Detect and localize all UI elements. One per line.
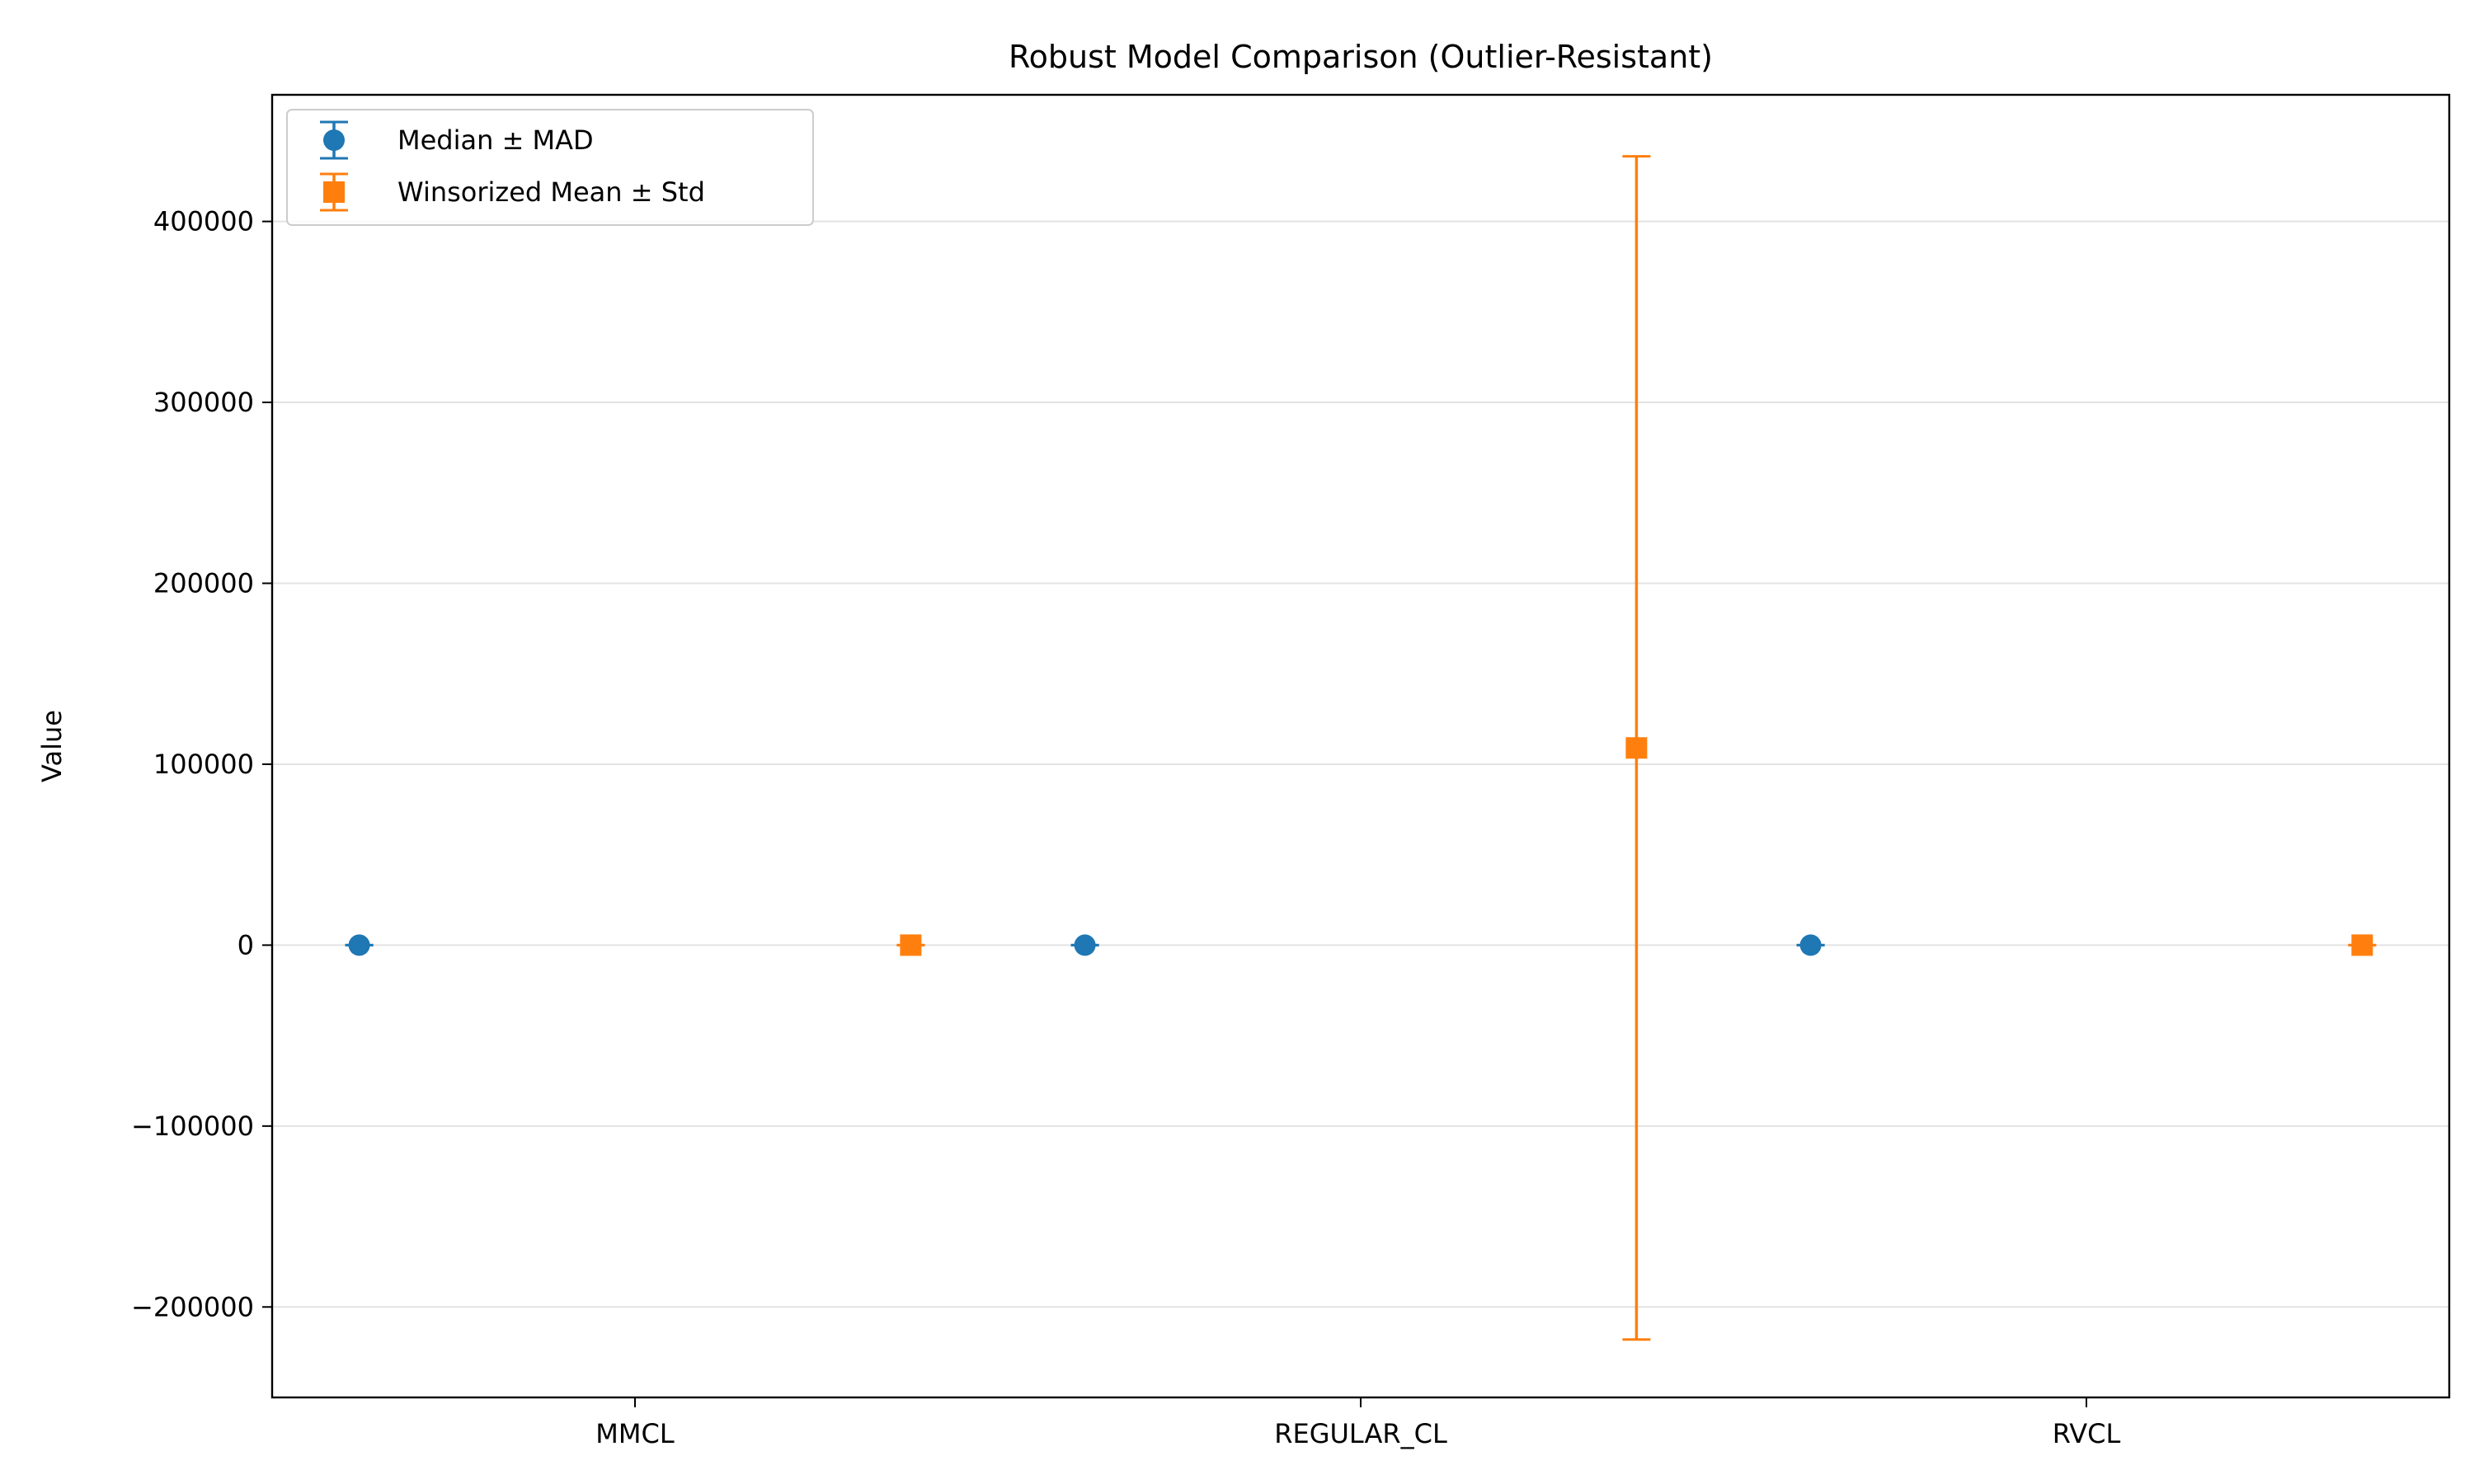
y-tick-label: 0 bbox=[238, 929, 254, 960]
x-tick-label: REGULAR_CL bbox=[1274, 1418, 1447, 1449]
grid-lines bbox=[272, 220, 2449, 1308]
data-point-square bbox=[900, 934, 922, 956]
legend-entries: Median ± MAD Winsorized Mean ± Std bbox=[320, 120, 705, 212]
y-tick-label: 300000 bbox=[153, 387, 254, 418]
legend: Median ± MAD Winsorized Mean ± Std bbox=[286, 109, 814, 226]
data-point-circle bbox=[1074, 934, 1096, 956]
x-tick-label: RVCL bbox=[2053, 1418, 2121, 1449]
legend-label: Winsorized Mean ± Std bbox=[397, 176, 705, 208]
data-point-circle bbox=[1799, 934, 1822, 956]
y-tick-label: −100000 bbox=[131, 1111, 254, 1142]
y-tick-label: 100000 bbox=[153, 749, 254, 780]
legend-marker bbox=[323, 181, 345, 203]
y-tick-label: 400000 bbox=[153, 206, 254, 237]
y-axis-label: Value bbox=[36, 710, 68, 782]
x-tick-label: MMCL bbox=[595, 1418, 675, 1449]
axis-ticks: −200000 −100000 0 100000 200000 300000 400000 M… bbox=[131, 206, 2120, 1449]
data-point-square bbox=[1625, 737, 1648, 759]
chart-title: Robust Model Comparison (Outlier-Resista… bbox=[1009, 39, 1713, 75]
data-marks bbox=[345, 155, 2377, 1341]
legend-marker bbox=[323, 129, 345, 151]
y-tick-label: 200000 bbox=[153, 568, 254, 599]
legend-label: Median ± MAD bbox=[397, 124, 594, 156]
y-tick-label: −200000 bbox=[131, 1291, 254, 1322]
data-point-circle bbox=[348, 934, 370, 956]
legend-frame bbox=[286, 109, 814, 226]
data-point-square bbox=[2351, 934, 2373, 956]
